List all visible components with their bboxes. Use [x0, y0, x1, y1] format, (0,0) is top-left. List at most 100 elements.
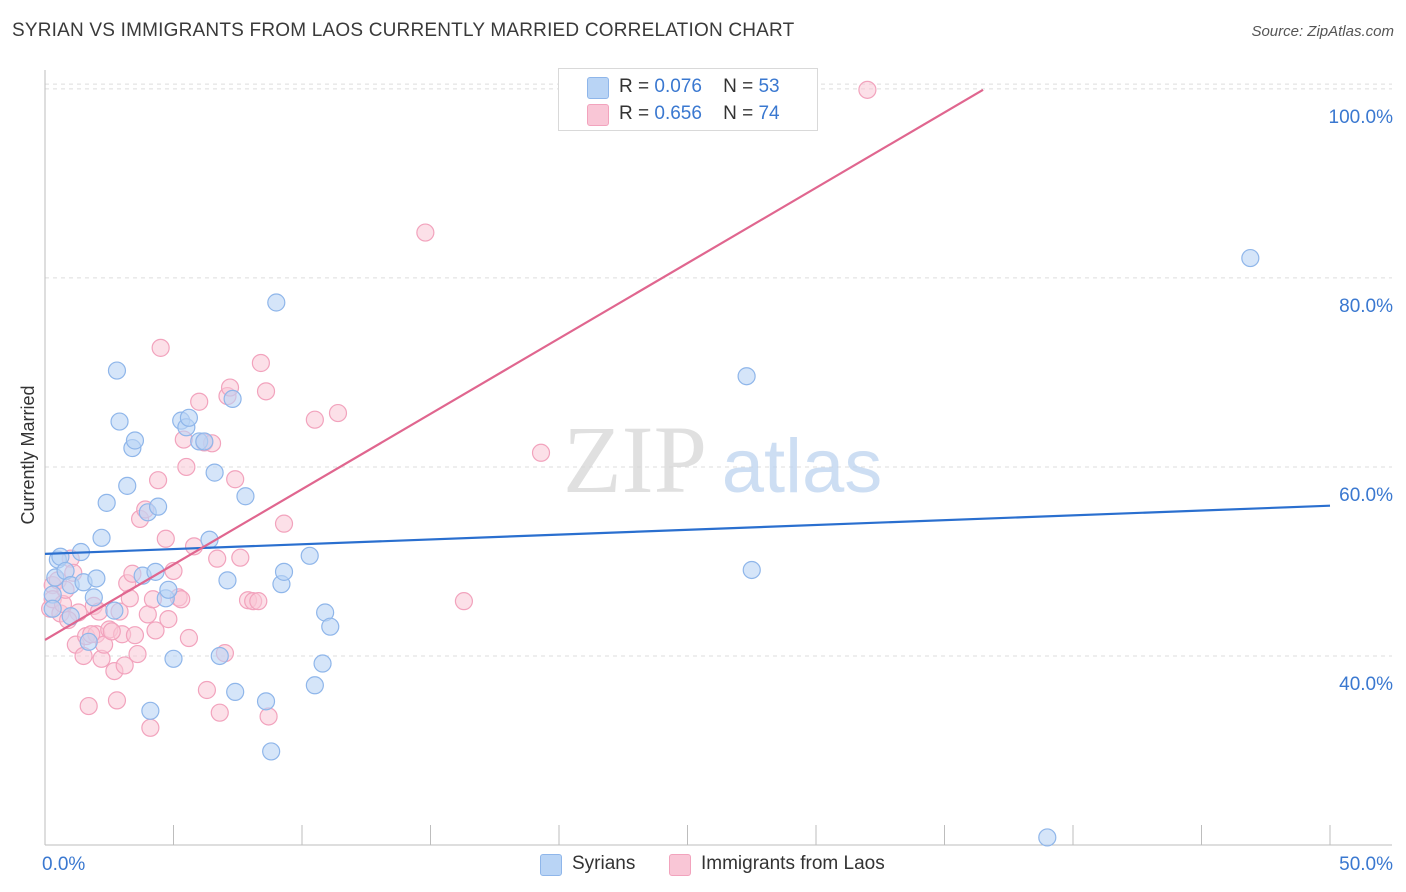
axis-layer	[44, 70, 1392, 846]
laos-point	[190, 392, 209, 411]
laos-point	[858, 80, 877, 99]
syrian-point	[148, 497, 168, 516]
syrian-point	[195, 432, 214, 451]
syrian-n-label: N =	[723, 76, 754, 97]
laos-point	[416, 223, 435, 242]
syrian-point	[205, 463, 224, 482]
syrian-point	[1038, 828, 1057, 847]
syrian-point	[321, 617, 340, 636]
laos-point	[125, 626, 145, 645]
y-tick-label: 100.0%	[1329, 107, 1394, 128]
syrian-point	[262, 742, 281, 761]
watermark: ZIP atlas	[563, 406, 882, 513]
laos-point	[159, 610, 178, 629]
laos-point	[256, 382, 276, 401]
syrian-point	[742, 560, 761, 580]
watermark-atlas: atlas	[722, 424, 883, 509]
laos-point	[274, 514, 294, 533]
y-tick-label: 40.0%	[1339, 674, 1393, 695]
syrian-point	[159, 580, 178, 599]
laos-swatch	[587, 104, 609, 126]
y-tick-label: 60.0%	[1339, 485, 1393, 506]
axis-labels: 40.0% 60.0% 80.0% 100.0% 0.0% 50.0%	[42, 107, 1393, 875]
syrian-point	[179, 408, 199, 427]
syrian-point	[300, 546, 319, 565]
syrian-point	[110, 412, 129, 431]
laos-point	[115, 656, 134, 675]
syrian-point	[313, 654, 332, 673]
laos-points	[41, 80, 877, 737]
syrian-point	[737, 367, 756, 386]
syrian-point	[218, 571, 237, 590]
trend-lines	[44, 88, 1331, 641]
syrian-n-value: 53	[758, 76, 780, 97]
laos-point	[251, 353, 270, 373]
syrian-legend-swatch	[540, 854, 562, 876]
laos-n-value: 74	[758, 103, 780, 124]
laos-point	[259, 707, 278, 726]
syrian-point	[236, 487, 255, 506]
laos-point	[128, 644, 147, 664]
syrian-point	[223, 389, 242, 409]
syrian-point	[107, 361, 127, 380]
syrian-point	[274, 562, 294, 581]
syrian-point	[226, 682, 245, 701]
syrian-point	[146, 562, 165, 581]
laos-point	[148, 471, 168, 490]
laos-point	[226, 470, 245, 489]
laos-point	[454, 592, 474, 611]
laos-point	[141, 718, 160, 737]
syrian-point	[1241, 248, 1260, 268]
laos-point	[156, 529, 175, 548]
laos-point	[107, 691, 127, 710]
syrian-point	[118, 476, 137, 495]
y-tick-label: 80.0%	[1339, 296, 1393, 317]
laos-point	[151, 338, 170, 357]
laos-point	[102, 622, 121, 641]
laos-point	[210, 703, 229, 722]
syrian-point	[210, 646, 229, 666]
watermark-zip: ZIP	[563, 406, 707, 513]
laos-point	[231, 548, 250, 567]
syrian-r-label: R =	[619, 76, 650, 97]
x-tick-label: 0.0%	[42, 854, 85, 875]
syrian-point	[87, 569, 106, 588]
laos-legend-swatch	[669, 854, 691, 876]
laos-point	[177, 457, 196, 477]
laos-point	[179, 628, 199, 648]
syrian-point	[105, 601, 124, 620]
syrian-point	[141, 701, 160, 720]
laos-point	[208, 549, 227, 568]
source-label: Source: ZipAtlas.com	[1251, 23, 1394, 40]
syrian-point	[125, 431, 145, 450]
syrian-point	[267, 293, 286, 312]
syrian-point	[305, 676, 324, 695]
syrian-swatch	[587, 77, 609, 99]
x-tick-label: 50.0%	[1339, 854, 1393, 875]
grid-layer	[45, 83, 1392, 657]
syrian-point	[79, 632, 98, 651]
syrian-r-value: 0.076	[654, 76, 702, 97]
laos-r-label: R =	[619, 103, 650, 124]
laos-legend-label: Immigrants from Laos	[701, 853, 885, 874]
laos-point	[249, 592, 268, 611]
y-axis-title: Currently Married	[18, 385, 38, 524]
laos-point	[79, 696, 98, 716]
laos-n-label: N =	[723, 103, 754, 124]
laos-point	[146, 621, 165, 640]
syrian-point	[43, 599, 62, 618]
chart-title: SYRIAN VS IMMIGRANTS FROM LAOS CURRENTLY…	[12, 20, 795, 41]
syrian-legend-label: Syrians	[572, 853, 636, 874]
syrian-point	[97, 493, 116, 512]
correlation-legend: R = 0.076 N = 53 R = 0.656 N = 74	[558, 68, 818, 131]
syrian-point	[92, 528, 111, 547]
syrian-point	[84, 588, 103, 607]
laos-r-value: 0.656	[654, 103, 702, 124]
laos-point	[328, 403, 348, 423]
laos-trend-line	[44, 88, 984, 641]
laos-point	[197, 680, 217, 700]
laos-point	[138, 605, 157, 624]
syrian-trend-line	[44, 504, 1331, 556]
laos-point	[531, 443, 551, 462]
